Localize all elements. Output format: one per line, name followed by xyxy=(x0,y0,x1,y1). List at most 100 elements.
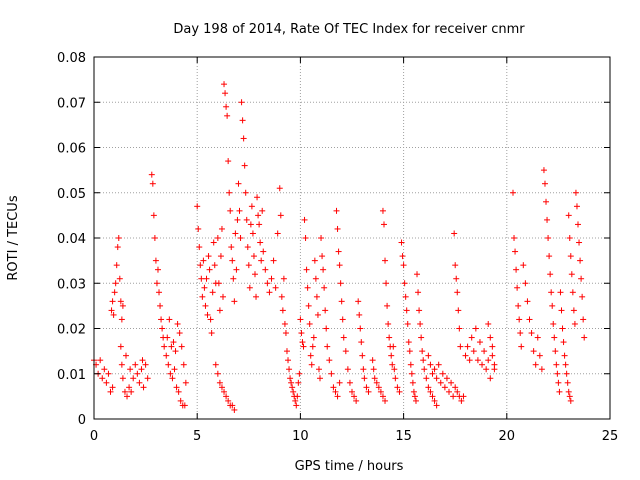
data-point xyxy=(110,311,117,318)
data-point xyxy=(545,235,552,241)
data-point xyxy=(197,262,204,269)
y-tick-label: 0.04 xyxy=(57,232,86,247)
data-point xyxy=(446,388,453,395)
data-point xyxy=(524,298,531,305)
data-point xyxy=(427,361,434,368)
data-point xyxy=(420,357,427,364)
data-point xyxy=(323,325,330,332)
data-point xyxy=(453,275,460,282)
data-point xyxy=(408,370,415,377)
data-point xyxy=(166,316,173,323)
data-point xyxy=(363,384,370,391)
data-point xyxy=(214,370,221,377)
data-point xyxy=(304,284,311,291)
data-point xyxy=(244,244,251,251)
data-point xyxy=(107,388,114,395)
y-tick-label: 0.07 xyxy=(57,96,86,111)
data-point xyxy=(209,289,216,296)
data-point xyxy=(332,388,339,395)
data-point xyxy=(359,352,366,359)
data-point xyxy=(553,361,560,368)
data-point xyxy=(567,397,574,404)
data-point xyxy=(167,370,174,377)
data-point xyxy=(479,361,486,368)
data-point xyxy=(481,348,488,355)
data-point xyxy=(214,235,221,241)
data-point xyxy=(400,262,407,269)
data-point xyxy=(287,375,294,382)
data-point xyxy=(321,284,328,291)
data-point xyxy=(295,379,302,386)
data-point xyxy=(249,230,256,237)
data-point xyxy=(491,361,498,368)
data-point xyxy=(99,375,106,382)
data-point xyxy=(571,320,578,327)
data-point xyxy=(216,307,223,314)
data-point xyxy=(412,397,419,404)
data-point xyxy=(403,307,410,314)
data-point xyxy=(575,221,582,228)
data-point xyxy=(561,352,568,359)
data-point xyxy=(581,334,588,341)
data-point xyxy=(336,262,343,269)
data-point xyxy=(555,379,562,386)
data-point xyxy=(547,271,554,278)
data-point xyxy=(564,379,571,386)
data-point xyxy=(134,370,141,377)
data-point xyxy=(379,207,386,214)
data-point xyxy=(425,352,432,359)
data-point xyxy=(315,366,322,373)
data-point xyxy=(383,280,390,287)
data-point xyxy=(150,212,157,219)
data-point xyxy=(225,158,232,165)
data-point xyxy=(225,397,232,404)
data-point xyxy=(344,366,351,373)
data-point xyxy=(418,334,425,341)
data-point xyxy=(241,162,248,169)
data-point xyxy=(550,320,557,327)
data-point xyxy=(278,293,285,300)
data-point xyxy=(512,248,519,255)
data-point xyxy=(251,271,258,278)
data-point xyxy=(299,339,306,346)
data-point xyxy=(117,343,124,350)
data-point xyxy=(216,379,223,386)
y-axis-label: ROTI / TECUs xyxy=(6,195,21,280)
data-point xyxy=(127,366,134,373)
data-point xyxy=(310,334,317,341)
data-point xyxy=(215,280,222,287)
data-point xyxy=(204,311,211,318)
data-point xyxy=(115,235,122,241)
data-point xyxy=(234,216,241,223)
data-point xyxy=(253,293,260,300)
data-point xyxy=(406,348,413,355)
data-point xyxy=(180,361,187,368)
data-point xyxy=(266,289,273,296)
data-point xyxy=(485,357,492,364)
x-tick-label: 20 xyxy=(499,429,516,444)
data-point xyxy=(268,275,275,282)
data-point xyxy=(229,257,236,264)
data-point xyxy=(355,298,362,305)
data-point xyxy=(443,375,450,382)
data-point xyxy=(318,235,325,241)
x-tick-label: 5 xyxy=(193,429,201,444)
data-point xyxy=(353,397,360,404)
data-point xyxy=(172,348,179,355)
data-point xyxy=(301,216,308,223)
data-point xyxy=(392,375,399,382)
data-point xyxy=(139,357,146,364)
data-point xyxy=(103,379,110,386)
data-point xyxy=(171,366,178,373)
data-point xyxy=(257,239,264,246)
data-point xyxy=(349,388,355,395)
data-point xyxy=(560,339,567,346)
data-point xyxy=(336,379,343,386)
data-point xyxy=(116,275,123,282)
data-point xyxy=(311,257,318,264)
data-point xyxy=(441,384,448,391)
data-point xyxy=(105,370,112,377)
data-point xyxy=(280,275,287,282)
data-point xyxy=(293,402,300,409)
